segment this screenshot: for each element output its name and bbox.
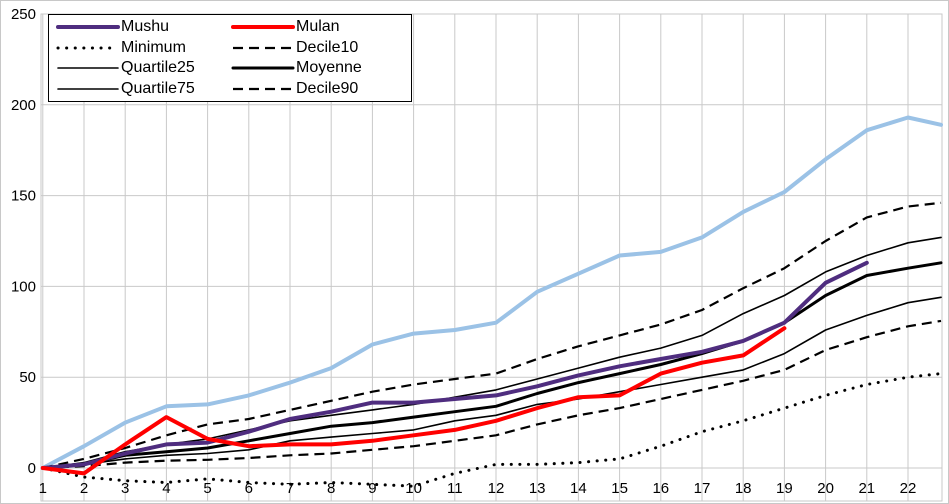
legend-line-sample-quartile25 bbox=[57, 67, 119, 70]
series-quartile75-line bbox=[41, 236, 942, 469]
legend-item-minimum: Minimum bbox=[55, 38, 230, 57]
x-tick-label-5: 5 bbox=[203, 480, 211, 497]
x-tick-label-20: 20 bbox=[817, 480, 834, 497]
legend-item-decile10: Decile10 bbox=[230, 38, 405, 57]
x-tick-label-13: 13 bbox=[529, 480, 546, 497]
y-tick-label-250: 250 bbox=[11, 6, 36, 23]
x-tick-label-19: 19 bbox=[776, 480, 793, 497]
x-tick-label-7: 7 bbox=[286, 480, 294, 497]
x-tick-label-22: 22 bbox=[900, 480, 917, 497]
x-tick-label-10: 10 bbox=[405, 480, 422, 497]
x-tick-label-14: 14 bbox=[570, 480, 587, 497]
series-mulan-line bbox=[40, 326, 787, 476]
x-tick-label-11: 11 bbox=[447, 480, 463, 497]
legend-line-sample-moyenne bbox=[231, 66, 295, 70]
legend-line-sample-mushu bbox=[56, 25, 120, 30]
legend-label: Quartile25 bbox=[121, 59, 195, 77]
series-mushu-line bbox=[40, 260, 869, 470]
x-tick-label-21: 21 bbox=[858, 480, 875, 497]
series-moyenne-line bbox=[41, 261, 943, 470]
legend-item-moyenne: Moyenne bbox=[230, 59, 405, 78]
legend-label: Mulan bbox=[296, 18, 340, 36]
legend-line-sample-mulan bbox=[231, 25, 295, 30]
legend-line-sample-minimum bbox=[56, 46, 120, 50]
plot-border bbox=[40, 13, 943, 502]
x-tick-label-18: 18 bbox=[735, 480, 752, 497]
x-tick-label-8: 8 bbox=[327, 480, 335, 497]
x-tick-label-17: 17 bbox=[694, 480, 711, 497]
x-tick-label-15: 15 bbox=[611, 480, 628, 497]
series-decile10-line bbox=[42, 319, 942, 470]
series-max-line bbox=[40, 115, 943, 470]
y-tick-label-0: 0 bbox=[28, 460, 36, 477]
chart-legend: Mushu Mulan Minimum Decile10 Quartile25 … bbox=[48, 14, 412, 102]
y-tick-label-150: 150 bbox=[11, 188, 36, 205]
legend-item-mulan: Mulan bbox=[230, 18, 405, 37]
x-tick-label-4: 4 bbox=[162, 480, 170, 497]
legend-label: Minimum bbox=[121, 38, 186, 56]
x-tick-label-1: 1 bbox=[39, 480, 47, 497]
legend-item-quartile25: Quartile25 bbox=[55, 59, 230, 78]
series-decile90-line bbox=[42, 201, 942, 470]
x-tick-label-2: 2 bbox=[80, 480, 88, 497]
legend-item-quartile75: Quartile75 bbox=[55, 79, 230, 98]
legend-label: Decile90 bbox=[296, 79, 359, 97]
y-tick-label-200: 200 bbox=[11, 97, 36, 114]
legend-item-decile90: Decile90 bbox=[230, 79, 405, 98]
legend-line-sample-decile90 bbox=[233, 87, 293, 90]
x-tick-label-9: 9 bbox=[368, 480, 376, 497]
legend-line-sample-quartile75 bbox=[57, 87, 119, 90]
legend-label: Mushu bbox=[121, 18, 170, 36]
x-tick-label-16: 16 bbox=[652, 480, 669, 497]
legend-item-mushu: Mushu bbox=[55, 18, 230, 37]
x-tick-label-3: 3 bbox=[121, 480, 129, 497]
y-tick-label-50: 50 bbox=[19, 369, 36, 386]
legend-line-sample-decile10 bbox=[233, 46, 293, 49]
series-quartile25-line bbox=[41, 296, 942, 469]
legend-label: Decile10 bbox=[296, 38, 359, 56]
x-tick-label-6: 6 bbox=[245, 480, 253, 497]
legend-label: Moyenne bbox=[296, 59, 362, 77]
y-tick-label-100: 100 bbox=[11, 278, 36, 295]
x-tick-label-12: 12 bbox=[488, 480, 505, 497]
legend-label: Quartile75 bbox=[121, 79, 195, 97]
